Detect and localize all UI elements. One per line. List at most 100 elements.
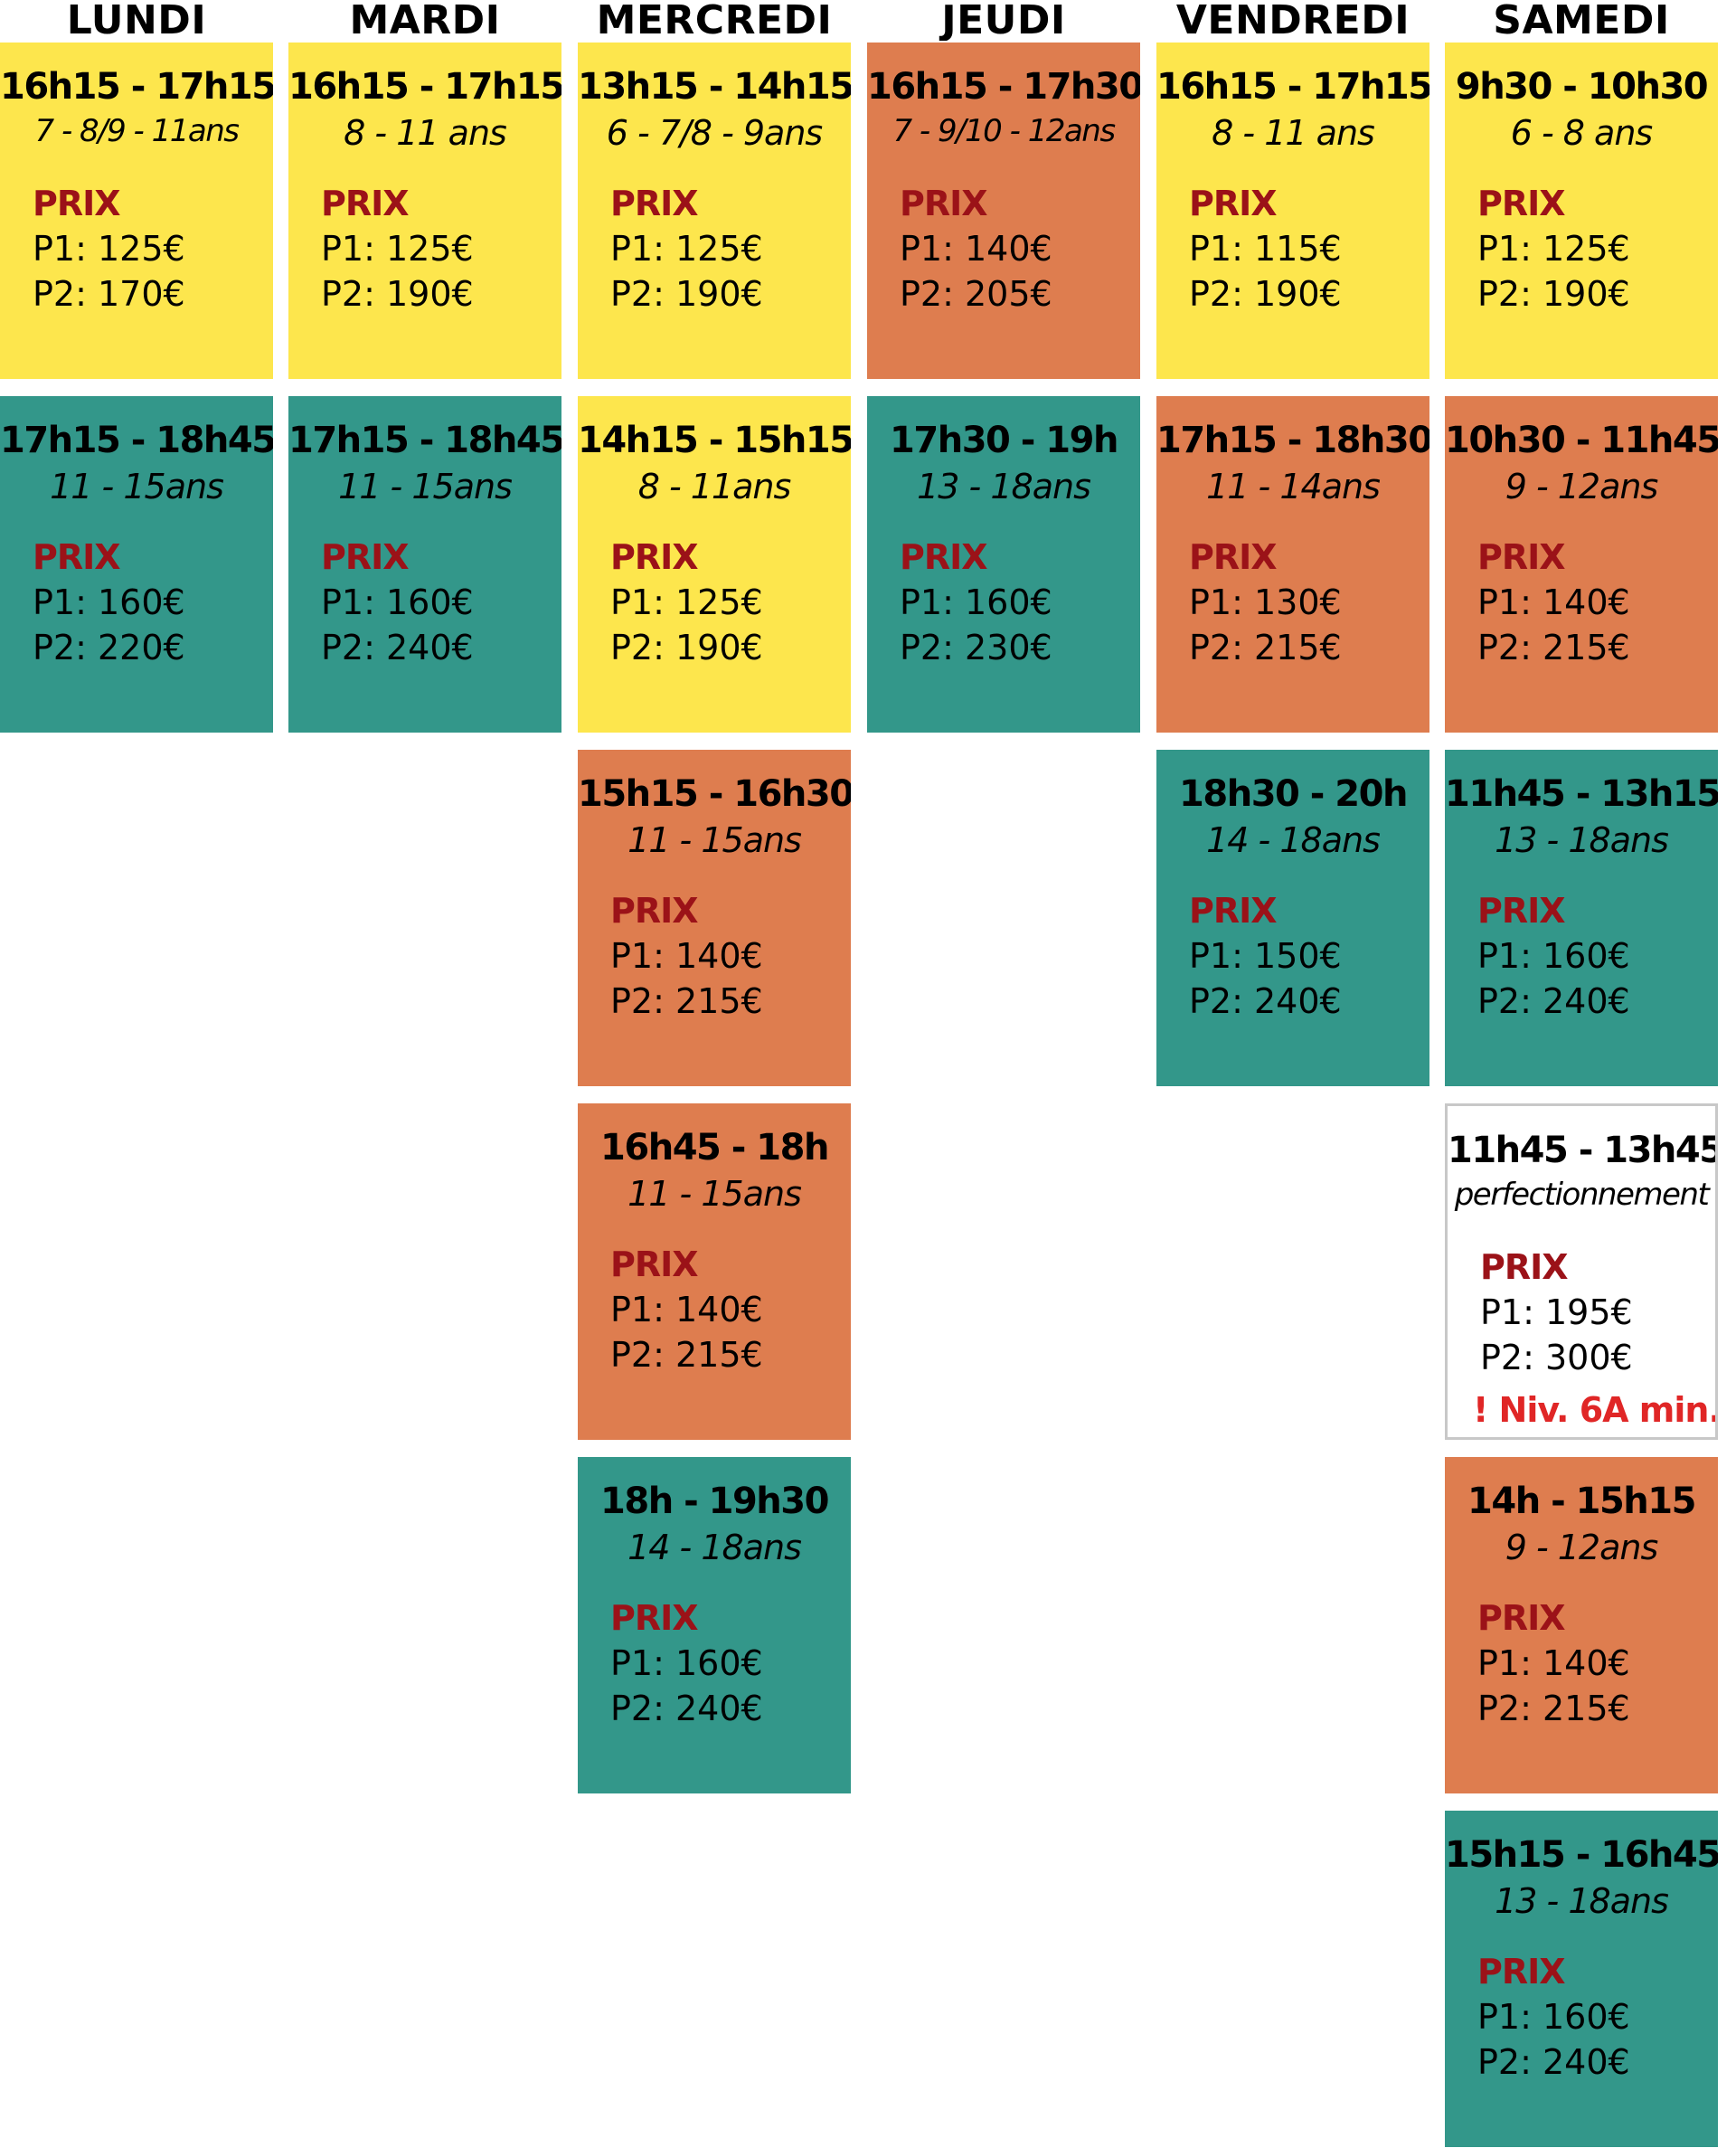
slot-ages: 8 - 11ans	[637, 467, 792, 506]
slot-ages: 11 - 15ans	[627, 1174, 802, 1214]
slot-ages: 9 - 12ans	[1505, 467, 1659, 506]
price-p2: P2: 240€	[1477, 981, 1630, 1021]
day-header: SAMEDI	[1493, 0, 1670, 41]
price-p1: P1: 160€	[900, 582, 1052, 622]
slot-time: 18h30 - 20h	[1179, 773, 1408, 815]
price-p2: P2: 220€	[33, 628, 185, 667]
price-p2: P2: 190€	[321, 274, 474, 314]
class-slot-card: 14h15 - 15h15 8 - 11ans PRIX P1: 125€ P2: 19…	[578, 396, 851, 733]
price-label: PRIX	[610, 537, 699, 577]
price-p2: P2: 240€	[610, 1689, 763, 1728]
price-p1: P1: 160€	[1477, 936, 1630, 976]
slot-ages: 11 - 15ans	[338, 467, 513, 506]
class-slot-card: 18h30 - 20h 14 - 18ans PRIX P1: 150€ P2: 240…	[1156, 750, 1429, 1086]
price-p1: P1: 125€	[610, 229, 763, 269]
level-warning: ! Niv. 6A min.	[1473, 1390, 1718, 1430]
price-p1: P1: 125€	[610, 582, 763, 622]
price-p2: P2: 230€	[900, 628, 1052, 667]
price-label: PRIX	[610, 891, 699, 931]
slot-ages: 7 - 8/9 - 11ans	[34, 113, 240, 149]
slot-ages: 6 - 8 ans	[1510, 113, 1653, 153]
price-p2: P2: 215€	[610, 1335, 763, 1375]
slot-ages: 13 - 18ans	[917, 467, 1091, 506]
slot-ages: 11 - 14ans	[1206, 467, 1381, 506]
slot-time: 17h30 - 19h	[890, 420, 1118, 461]
price-label: PRIX	[1480, 1247, 1569, 1287]
price-p1: P1: 140€	[610, 936, 763, 976]
price-label: PRIX	[33, 537, 121, 577]
price-p2: P2: 190€	[1189, 274, 1342, 314]
price-label: PRIX	[1189, 537, 1278, 577]
price-p2: P2: 170€	[33, 274, 185, 314]
slot-ages: 6 - 7/8 - 9ans	[606, 113, 823, 153]
price-p1: P1: 160€	[33, 582, 185, 622]
price-p2: P2: 205€	[900, 274, 1052, 314]
price-p2: P2: 190€	[610, 274, 763, 314]
slot-time: 14h - 15h15	[1467, 1481, 1696, 1522]
price-p1: P1: 160€	[1477, 1997, 1630, 2037]
class-slot-card: 11h45 - 13h45 perfectionnement PRIX P1: 195…	[1445, 1103, 1718, 1440]
class-slot-card: 13h15 - 14h15 6 - 7/8 - 9ans PRIX P1: 125€ P…	[578, 43, 851, 379]
slot-ages: perfectionnement	[1454, 1177, 1710, 1213]
class-slot-card: 17h15 - 18h45 11 - 15ans PRIX P1: 160€ P2: 2…	[288, 396, 561, 733]
slot-ages: 14 - 18ans	[1206, 820, 1381, 860]
slot-time: 15h15 - 16h30	[578, 773, 851, 815]
slot-time: 11h45 - 13h45	[1448, 1130, 1718, 1171]
slot-time: 16h15 - 17h30	[867, 66, 1140, 108]
class-slot-card: 11h45 - 13h15 13 - 18ans PRIX P1: 160€ P2: 2…	[1445, 750, 1718, 1086]
price-p1: P1: 115€	[1189, 229, 1342, 269]
price-p2: P2: 240€	[321, 628, 474, 667]
day-header: VENDREDI	[1175, 0, 1410, 41]
class-slot-card: 16h15 - 17h30 7 - 9/10 - 12ans PRIX P1: 140…	[867, 43, 1140, 379]
price-label: PRIX	[610, 184, 699, 223]
price-label: PRIX	[1477, 184, 1566, 223]
price-p2: P2: 215€	[1189, 628, 1342, 667]
slot-ages: 13 - 18ans	[1495, 1881, 1669, 1921]
price-p2: P2: 215€	[1477, 628, 1630, 667]
class-slot-card: 16h15 - 17h15 7 - 8/9 - 11ans PRIX P1: 125€…	[0, 43, 273, 379]
slot-time: 14h15 - 15h15	[578, 420, 851, 461]
class-slot-card: 17h30 - 19h 13 - 18ans PRIX P1: 160€ P2: 230…	[867, 396, 1140, 733]
price-p1: P1: 160€	[321, 582, 474, 622]
price-p2: P2: 240€	[1477, 2042, 1630, 2082]
class-slot-card: 16h45 - 18h 11 - 15ans PRIX P1: 140€ P2: 215…	[578, 1103, 851, 1440]
price-label: PRIX	[1477, 1598, 1566, 1638]
day-header: MERCREDI	[596, 0, 833, 41]
slot-time: 17h15 - 18h45	[288, 420, 561, 461]
price-label: PRIX	[33, 184, 121, 223]
price-label: PRIX	[900, 184, 988, 223]
class-slot-card: 16h15 - 17h15 8 - 11 ans PRIX P1: 115€ P2: 1…	[1156, 43, 1429, 379]
price-p1: P1: 125€	[33, 229, 185, 269]
price-label: PRIX	[1189, 184, 1278, 223]
price-label: PRIX	[610, 1598, 699, 1638]
price-label: PRIX	[1189, 891, 1278, 931]
day-header: JEUDI	[941, 0, 1066, 41]
day-header: MARDI	[349, 0, 501, 41]
slot-time: 16h15 - 17h15	[1156, 66, 1429, 108]
class-slot-card: 10h30 - 11h45 9 - 12ans PRIX P1: 140€ P2: 21…	[1445, 396, 1718, 733]
slot-ages: 11 - 15ans	[627, 820, 802, 860]
slot-ages: 9 - 12ans	[1505, 1528, 1659, 1567]
price-label: PRIX	[1477, 537, 1566, 577]
price-label: PRIX	[1477, 891, 1566, 931]
price-p1: P1: 195€	[1480, 1292, 1633, 1332]
slot-time: 11h45 - 13h15	[1445, 773, 1718, 815]
price-label: PRIX	[610, 1244, 699, 1284]
price-p1: P1: 140€	[900, 229, 1052, 269]
slot-time: 17h15 - 18h45	[0, 420, 273, 461]
price-p1: P1: 125€	[1477, 229, 1630, 269]
slot-time: 16h45 - 18h	[600, 1127, 829, 1169]
slot-time: 18h - 19h30	[600, 1481, 829, 1522]
class-slot-card: 15h15 - 16h30 11 - 15ans PRIX P1: 140€ P2: 2…	[578, 750, 851, 1086]
price-p2: P2: 300€	[1480, 1338, 1633, 1377]
class-slot-card: 18h - 19h30 14 - 18ans PRIX P1: 160€ P2: 240…	[578, 1457, 851, 1793]
price-label: PRIX	[1477, 1952, 1566, 1992]
class-slot-card: 9h30 - 10h30 6 - 8 ans PRIX P1: 125€ P2: 190…	[1445, 43, 1718, 379]
slot-time: 10h30 - 11h45	[1445, 420, 1718, 461]
price-p2: P2: 215€	[1477, 1689, 1630, 1728]
price-p1: P1: 125€	[321, 229, 474, 269]
slot-ages: 11 - 15ans	[50, 467, 224, 506]
slot-time: 16h15 - 17h15	[0, 66, 273, 108]
slot-ages: 8 - 11 ans	[344, 113, 507, 153]
